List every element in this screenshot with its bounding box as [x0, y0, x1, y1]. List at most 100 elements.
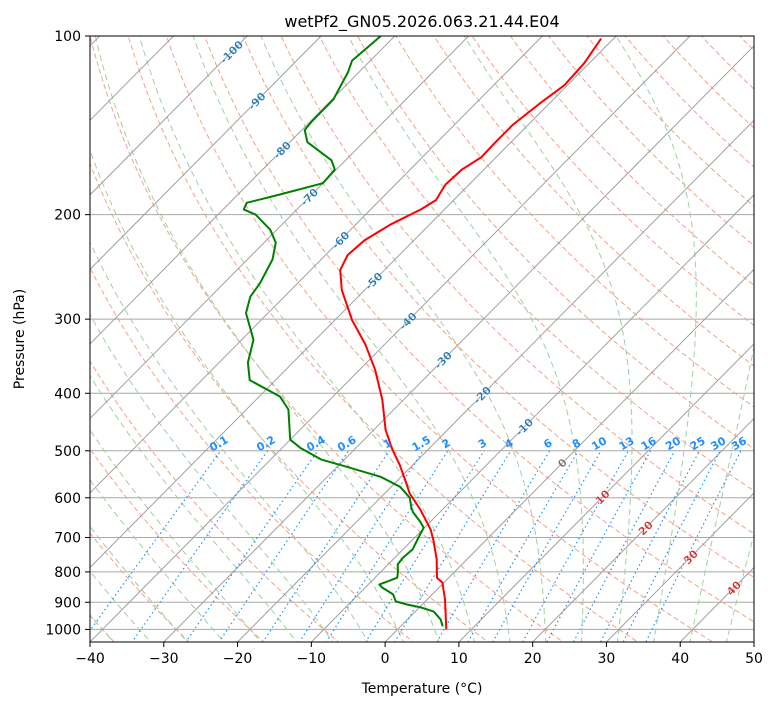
- dry-adiabat-line: [165, 36, 714, 642]
- isotherm-line: [310, 194, 754, 642]
- y-tick-label: 800: [54, 565, 81, 581]
- mixing-ratio-line: [622, 450, 721, 642]
- mixing-ratio-label: 4: [502, 436, 515, 451]
- line-labels: 0.1 0.2 0.4 0.6 1 1.5 2 3 4 6 8 10 13 16 20 25 30 36-100-…: [207, 38, 749, 599]
- temperature-profile-line: [339, 38, 602, 630]
- dry-adiabat-line: [395, 36, 754, 408]
- dry-adiabat-line: [318, 36, 754, 492]
- dry-adiabat-line: [586, 36, 754, 207]
- background-lines: [90, 23, 775, 654]
- mixing-ratio-label: 2: [440, 436, 453, 451]
- profiles: [242, 36, 602, 630]
- mixing-ratio-line: [131, 450, 269, 642]
- mixing-ratio-line: [572, 450, 676, 642]
- y-tick-label: 900: [54, 595, 81, 611]
- moist-adiabat-line: [90, 478, 225, 642]
- isotherm-line: [90, 36, 691, 642]
- dry-adiabat-line: [90, 360, 340, 642]
- mixing-ratio-line: [218, 450, 350, 642]
- moist-adiabat-line: [260, 36, 547, 642]
- moist-adiabat-line: [689, 344, 754, 642]
- mixing-ratio-line: [546, 450, 652, 642]
- axes: −40 −30 −20 −10 0 10 20 30 40 50 100 200 300 400 500 60…: [45, 29, 763, 667]
- y-tick-label: 600: [54, 491, 81, 507]
- isotherm-line: [90, 36, 617, 569]
- x-tick-label: −40: [75, 651, 105, 667]
- dry-adiabat-line: [90, 162, 490, 642]
- moist-adiabat-line: [138, 36, 475, 642]
- moist-adiabat-line: [347, 36, 584, 642]
- chart-title: wetPf2_GN05.2026.063.21.44.E04: [284, 12, 559, 32]
- x-axis-label: Temperature (°C): [361, 681, 483, 697]
- dry-adiabat-line: [547, 36, 754, 247]
- dry-adiabat-line: [509, 36, 754, 286]
- moist-adiabat-line: [725, 532, 754, 642]
- isotherm-line: [163, 45, 754, 642]
- dry-adiabat-line: [280, 36, 754, 535]
- isotherm-line: [90, 36, 469, 420]
- mixing-ratio-label: 3: [476, 436, 489, 451]
- dry-adiabat-line: [90, 266, 415, 642]
- dry-adiabat-line: [127, 36, 639, 642]
- y-tick-label: 200: [54, 208, 81, 224]
- moist-adiabat-line: [90, 241, 369, 642]
- x-tick-label: −30: [149, 651, 179, 667]
- mixing-ratio-line: [467, 450, 579, 642]
- isotherm-line: [90, 36, 322, 271]
- y-tick-label: 300: [54, 312, 81, 328]
- isotherm-line: [532, 417, 754, 642]
- x-tick-label: 40: [671, 651, 689, 667]
- dry-adiabat-line: [765, 23, 775, 654]
- isotherm-line: [90, 36, 248, 196]
- y-tick-label: 1000: [45, 622, 81, 638]
- x-tick-label: 30: [598, 651, 616, 667]
- isotherm-line: [384, 268, 754, 642]
- moist-adiabat-line: [90, 313, 334, 642]
- moist-adiabat-line: [90, 525, 189, 642]
- mixing-ratio-line: [522, 450, 629, 642]
- mixing-ratio-line: [492, 450, 602, 642]
- y-tick-label: 500: [54, 444, 81, 460]
- dry-adiabat-line: [242, 36, 754, 579]
- moist-adiabat-line: [615, 36, 697, 642]
- isotherm-line: [90, 36, 543, 494]
- mixing-ratio-line: [298, 450, 424, 642]
- x-tick-label: 50: [745, 651, 763, 667]
- y-tick-label: 400: [54, 386, 81, 402]
- isotherm-line: [753, 641, 754, 642]
- dry-adiabat-line: [471, 36, 754, 327]
- dry-adiabat-line: [356, 36, 754, 450]
- moist-adiabat-line: [192, 36, 511, 642]
- dry-adiabat-line: [90, 532, 190, 642]
- plot-frame: [89, 35, 755, 643]
- moist-adiabat-line: [463, 36, 633, 642]
- dry-adiabat-line: [433, 36, 754, 367]
- y-tick-label: 700: [54, 531, 81, 547]
- x-tick-label: 20: [524, 651, 542, 667]
- x-tick-label: 10: [450, 651, 468, 667]
- moist-adiabat-line: [90, 429, 262, 642]
- isotherm-line: [606, 492, 754, 642]
- y-axis-label: Pressure (hPa): [12, 289, 28, 389]
- mixing-ratio-line: [325, 450, 449, 642]
- isotherm-line: [458, 343, 754, 642]
- x-tick-label: −20: [223, 651, 253, 667]
- dry-adiabat-line: [204, 36, 754, 623]
- dry-adiabat-line: [90, 36, 564, 642]
- dry-adiabat-line: [90, 448, 265, 642]
- moist-adiabat-line: [90, 374, 298, 642]
- mixing-ratio-line: [436, 450, 551, 642]
- dry-adiabat-line: [700, 36, 754, 90]
- x-tick-label: 0: [381, 651, 390, 667]
- dry-adiabat-line: [624, 36, 754, 168]
- mixing-ratio-line: [645, 450, 742, 642]
- y-tick-label: 100: [54, 29, 81, 45]
- mixing-ratio-line: [599, 450, 701, 642]
- isotherm-label: -100: [217, 38, 246, 67]
- mixing-ratio-label: 6: [541, 436, 554, 451]
- dry-adiabat-line: [662, 36, 754, 129]
- isotherm-line: [237, 119, 754, 642]
- moist-adiabat-line: [94, 36, 440, 642]
- moist-adiabat-line: [90, 149, 405, 642]
